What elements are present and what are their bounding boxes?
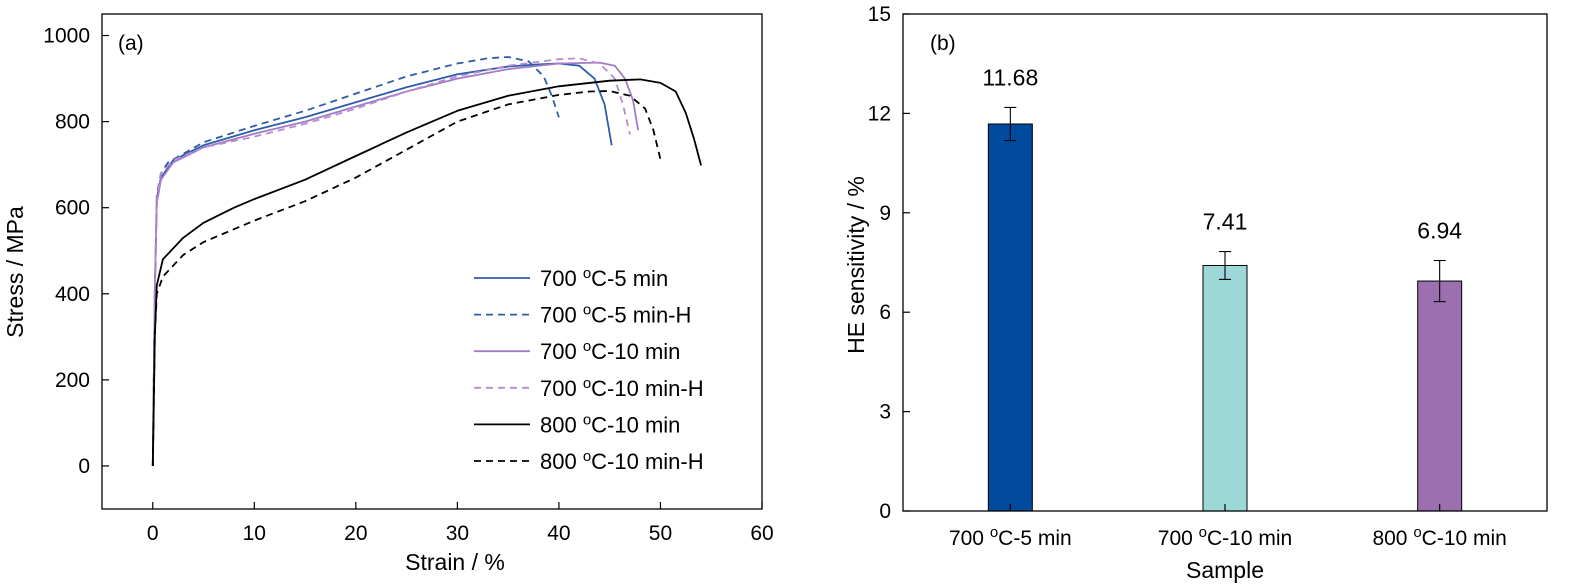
bar-1: [987, 123, 1033, 512]
panel-label-b: (b): [930, 32, 956, 55]
x-tick-label: 0: [147, 522, 159, 545]
x-tick-label: 700 oC-10 min: [1158, 524, 1292, 550]
series-line-5: [151, 78, 702, 467]
legend-entry: 800 oC-10 min: [540, 411, 680, 437]
y-axis-label-a: Stress / MPa: [2, 206, 28, 338]
y-tick-label: 800: [55, 111, 90, 134]
y-tick-label: 15: [868, 3, 891, 26]
x-tick-label: 60: [750, 522, 773, 545]
legend-entry: 700 oC-5 min-H: [540, 302, 691, 328]
y-tick-label: 12: [868, 102, 891, 125]
error-bar: [1004, 106, 1017, 142]
x-axis-label-b: Sample: [1186, 557, 1264, 583]
legend: 700 oC-5 min 700 oC-5 min-H 700 oC-10 min 7…: [474, 265, 704, 474]
series-line-1: [151, 62, 613, 467]
he-sensitivity-chart: 11.68 7.41 6.94 700 oC-5 min 700 oC-10 min 8…: [843, 3, 1548, 583]
bar-3: [1417, 280, 1463, 512]
x-tick-label: 40: [547, 522, 570, 545]
error-bar: [1219, 251, 1231, 280]
bar-value-label: 7.41: [1203, 209, 1248, 235]
error-bar: [1433, 259, 1446, 303]
y-tick-label: 0: [78, 455, 90, 478]
y-tick-label: 3: [879, 401, 891, 424]
series-line-6: [151, 90, 662, 467]
legend-entry: 700 oC-5 min: [540, 265, 668, 291]
y-tick-label: 1000: [43, 25, 90, 48]
panel-label-a: (a): [118, 32, 144, 55]
y-tick-label: 200: [55, 369, 90, 392]
y-tick-label: 400: [55, 283, 90, 306]
x-tick-label: 20: [344, 522, 367, 545]
series-lines: [151, 56, 702, 467]
x-tick-label: 30: [446, 522, 469, 545]
series-line-2: [151, 56, 560, 467]
series-line-3: [151, 61, 639, 467]
y-tick-label: 0: [879, 500, 891, 523]
legend-entry: 700 oC-10 min: [540, 338, 680, 364]
x-tick-label: 50: [649, 522, 672, 545]
legend-entry: 800 oC-10 min-H: [540, 448, 704, 474]
x-tick-label: 800 oC-10 min: [1372, 524, 1506, 550]
x-tick-label: 700 oC-5 min: [949, 524, 1072, 550]
y-tick-label: 9: [879, 202, 891, 225]
bars: 11.68 7.41 6.94: [982, 64, 1463, 512]
series-line-4: [151, 57, 631, 467]
legend-entry: 700 oC-10 min-H: [540, 375, 704, 401]
x-tick-label: 10: [243, 522, 266, 545]
bar-value-label: 6.94: [1417, 218, 1462, 244]
plot-frame-a: [101, 13, 763, 510]
x-axis-label-a: Strain / %: [405, 549, 505, 575]
y-tick-label: 600: [55, 197, 90, 220]
bar-value-label: 11.68: [982, 64, 1038, 90]
y-axis-label-b: HE sensitivity / %: [843, 176, 869, 354]
y-tick-label: 6: [879, 301, 891, 324]
axis-ticks-b: 700 oC-5 min 700 oC-10 min 800 oC-10 min 0 3…: [868, 3, 1507, 550]
bar-2: [1202, 264, 1248, 512]
